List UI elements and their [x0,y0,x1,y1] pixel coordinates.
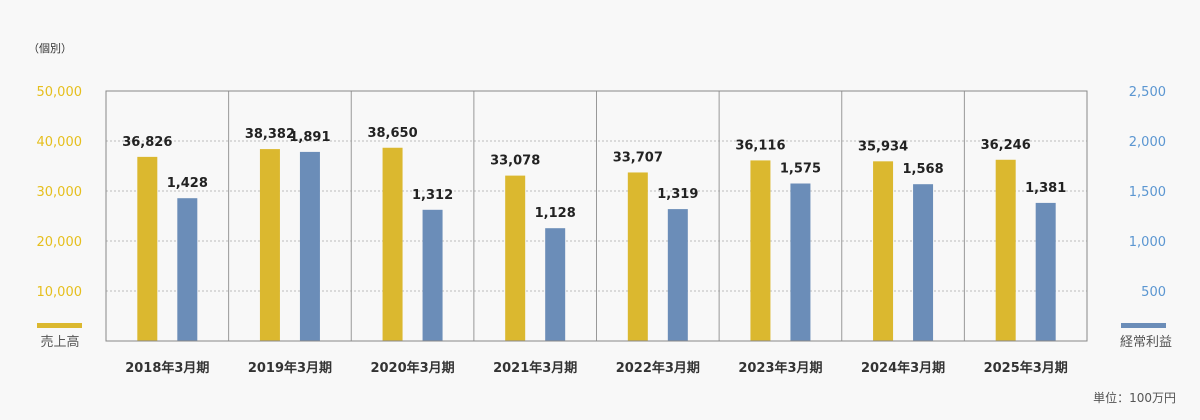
sales-bar [627,172,648,341]
right-axis-tick: 2,000 [1129,135,1166,150]
profit-bar [913,184,934,341]
unit-top-label: （個別） [28,42,72,55]
sales-bar [259,149,280,341]
category-label: 2020年3月期 [370,360,454,376]
axis-layer: 10,000 20,000 30,000 40,000 50,000 500 1,000 1,… [37,85,1166,342]
sales-bar [137,156,158,341]
profit-value-label: 1,319 [657,187,698,202]
left-axis-tick: 30,000 [37,185,83,200]
left-axis-tick: 10,000 [37,285,83,300]
sales-bar [382,147,403,341]
sales-value-label: 36,116 [735,138,785,153]
sales-value-label: 36,826 [122,135,172,150]
legend-sales-swatch [37,323,82,328]
profit-bar [177,198,198,341]
profit-value-label: 1,891 [289,130,330,145]
profit-bar [299,151,320,341]
category-label: 2022年3月期 [616,360,700,376]
left-axis-tick: 20,000 [37,235,83,250]
legend-profit-swatch [1121,323,1166,328]
right-axis-tick: 1,500 [1129,185,1166,200]
category-label: 2024年3月期 [861,360,945,376]
profit-value-label: 1,128 [535,206,576,221]
profit-bar [422,209,443,341]
profit-value-label: 1,575 [780,162,821,177]
profit-value-label: 1,428 [167,176,208,191]
sales-bar [995,159,1016,341]
sales-value-label: 33,078 [490,154,540,169]
category-label: 2023年3月期 [738,360,822,376]
category-label: 2019年3月期 [248,360,332,376]
category-label: 2018年3月期 [125,360,209,376]
bars-layer [137,147,1056,341]
left-axis-tick: 50,000 [37,85,83,100]
left-axis-tick: 40,000 [37,135,83,150]
profit-bar [790,183,811,341]
sales-value-label: 33,707 [613,150,663,165]
sales-bar [750,160,771,341]
unit-note-label: 単位：100万円 [1093,390,1176,405]
right-axis-tick: 500 [1141,285,1166,300]
category-label: 2025年3月期 [984,360,1068,376]
profit-bar [667,209,688,341]
sales-value-label: 38,382 [245,127,295,142]
profit-value-label: 1,568 [903,162,944,177]
sales-value-label: 35,934 [858,139,908,154]
profit-bar [1035,202,1056,341]
profit-bar [545,228,566,341]
sales-bar [873,161,894,341]
plot-border [105,90,1088,342]
legend-sales-label: 売上高 [40,334,79,350]
profit-value-label: 1,381 [1025,181,1066,196]
right-axis-tick: 2,500 [1129,85,1166,100]
sales-value-label: 38,650 [367,126,417,141]
legend-profit-label: 経常利益 [1120,335,1172,350]
profit-value-label: 1,312 [412,188,453,203]
sales-bar [505,175,526,341]
sales-value-label: 36,246 [981,138,1031,153]
right-axis-tick: 1,000 [1129,235,1166,250]
category-label: 2021年3月期 [493,360,577,376]
